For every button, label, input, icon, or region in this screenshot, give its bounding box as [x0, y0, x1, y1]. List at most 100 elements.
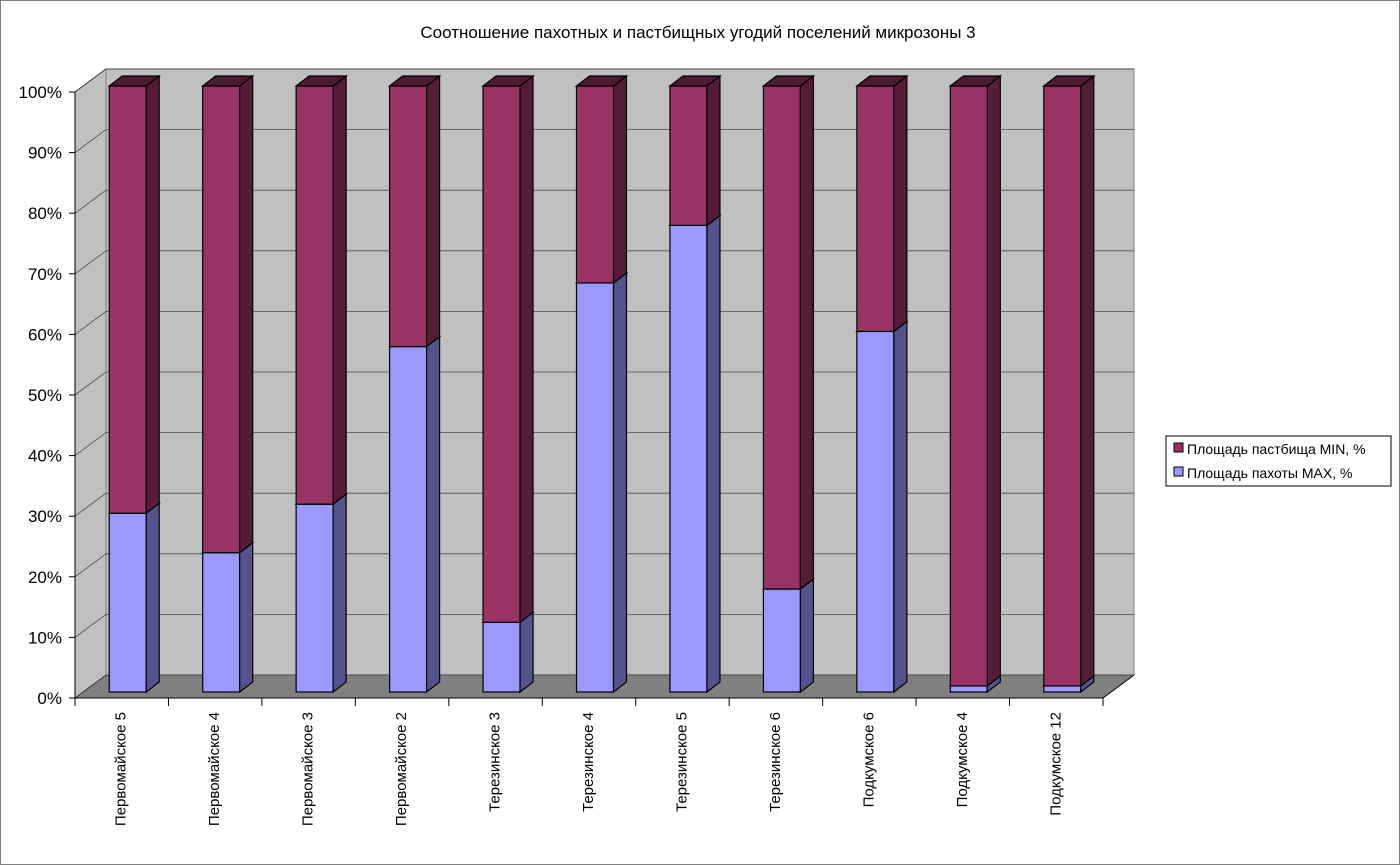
bar-side: [706, 74, 721, 227]
x-tick-label: Первомайское 5: [113, 712, 130, 826]
bar-pasture: [948, 74, 1003, 688]
legend: Площадь пастбища MIN, % Площадь пахоты M…: [1165, 435, 1392, 487]
bar-top: [668, 75, 722, 87]
legend-label-pasture: Площадь пастбища MIN, %: [1187, 441, 1366, 457]
bar-side: [332, 74, 347, 506]
legend-box: [1165, 435, 1392, 487]
bar-arable: [481, 611, 535, 694]
bar-pasture: [107, 74, 161, 515]
bar-front: [949, 85, 988, 687]
bar-side: [425, 335, 441, 694]
bar-side: [1080, 74, 1095, 688]
bar-front: [1043, 85, 1082, 687]
bar-front: [762, 85, 802, 590]
bar-front: [295, 85, 334, 505]
bar-side: [425, 74, 441, 348]
y-tick-label: 30%: [28, 507, 62, 526]
x-tick-label: Подкумское 6: [860, 712, 877, 807]
x-tick-label: Терезинское 6: [767, 712, 784, 812]
bar-front: [482, 621, 521, 693]
bar-side: [799, 577, 815, 694]
x-tick-label: Терезинское 5: [673, 712, 690, 812]
y-tick-label: 40%: [28, 447, 62, 466]
legend-swatch-arable: [1173, 466, 1184, 477]
chart-bars: [107, 74, 1096, 694]
bar-arable: [761, 577, 816, 694]
x-tick-label: Терезинское 3: [487, 712, 504, 812]
gridline: [74, 68, 1134, 93]
bar-side: [145, 502, 160, 694]
x-tick-label: Первомайское 2: [393, 712, 410, 826]
y-tick-label: 20%: [28, 568, 62, 587]
y-tick-label: 60%: [28, 325, 62, 344]
bar-side: [893, 320, 908, 694]
y-tick-label: 50%: [28, 386, 62, 405]
bar-front: [1043, 685, 1082, 693]
x-tick-label: Первомайское 3: [300, 712, 317, 826]
x-tick-label: Подкумское 4: [954, 712, 971, 807]
bar-front: [388, 345, 428, 693]
bar-top: [1042, 75, 1096, 87]
bar-front: [202, 552, 241, 693]
bar-arable: [294, 492, 348, 694]
bar-side: [332, 492, 347, 694]
x-tick-label: Терезинское 4: [580, 712, 597, 812]
chart-title: Соотношение пахотных и пастбищных угодий…: [420, 23, 975, 42]
bar-top: [948, 75, 1003, 87]
x-tick-label: Подкумское 12: [1047, 712, 1064, 816]
bar-side: [986, 74, 1001, 688]
bar-side: [612, 271, 628, 694]
bar-arable: [107, 502, 161, 694]
bar-top: [387, 75, 442, 87]
bar-side: [519, 611, 534, 694]
bar-arable: [574, 271, 629, 694]
bar-top: [200, 75, 255, 87]
bar-side: [239, 74, 254, 554]
bar-top: [761, 75, 816, 87]
bar-side: [145, 74, 160, 515]
bar-pasture: [200, 74, 255, 554]
bar-front: [949, 685, 988, 693]
y-tick-label: 10%: [28, 628, 62, 647]
bar-top: [107, 75, 161, 87]
y-tick-label: 90%: [28, 144, 62, 163]
bar-pasture: [294, 74, 348, 506]
bar-pasture: [574, 74, 629, 285]
bar-top: [481, 75, 535, 87]
bar-side: [519, 74, 534, 624]
bar-pasture: [668, 74, 722, 227]
bar-front: [295, 503, 334, 693]
bar-front: [762, 588, 802, 693]
bar-side: [799, 74, 815, 591]
bar-front: [108, 85, 147, 514]
bar-front: [482, 85, 521, 623]
bar-side: [706, 214, 721, 694]
bar-top: [294, 75, 348, 87]
y-axis: 0% 10% 20% 30% 40% 50% 60% 70% 80% 90% 100%: [19, 83, 76, 708]
bar-side: [893, 74, 908, 333]
bar-side: [239, 541, 254, 694]
bar-arable: [200, 541, 255, 694]
bar-front: [575, 282, 615, 693]
bar-pasture: [481, 74, 535, 624]
bar-front: [856, 85, 895, 333]
bar-front: [669, 224, 708, 693]
bar-pasture: [1042, 74, 1096, 688]
x-tick-label: Первомайское 4: [206, 712, 223, 826]
bar-pasture: [761, 74, 816, 591]
y-tick-label: 70%: [28, 265, 62, 284]
x-axis: Первомайское 5 Первомайское 4 Первомайское…: [74, 697, 1104, 826]
bar-front: [856, 330, 895, 693]
bar-front: [388, 85, 428, 348]
y-tick-label: 100%: [19, 83, 62, 102]
bar-arable: [387, 335, 442, 694]
bar-pasture: [855, 74, 909, 333]
legend-label-arable: Площадь пахоты MAX, %: [1187, 465, 1352, 481]
bar-front: [202, 85, 241, 554]
bar-front: [669, 85, 708, 226]
bar-front: [575, 85, 615, 284]
legend-swatch-pasture: [1173, 442, 1184, 453]
y-tick-label: 80%: [28, 204, 62, 223]
